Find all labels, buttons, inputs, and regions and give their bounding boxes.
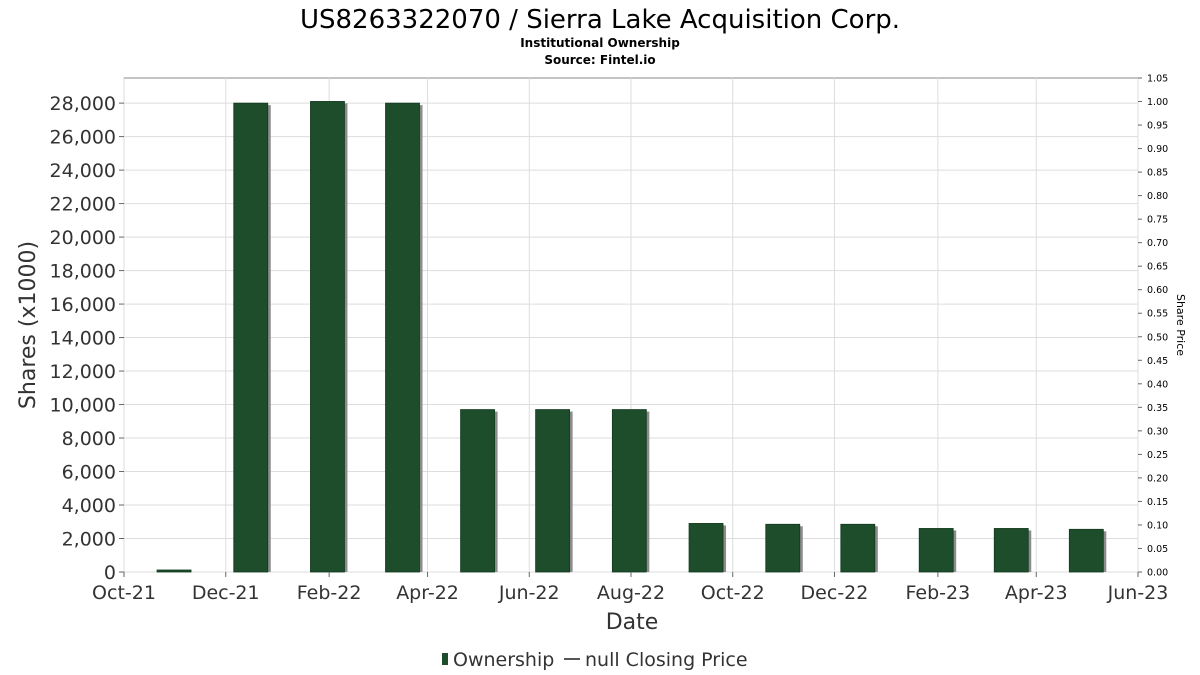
ownership-bar [156, 569, 192, 573]
chart-subtitle-ownership: Institutional Ownership [520, 36, 680, 50]
ownership-bars [156, 101, 1107, 573]
y-tick-label: 20,000 [50, 227, 116, 249]
legend: Ownership null Closing Price [442, 649, 748, 671]
grid-lines [123, 78, 1139, 573]
y-tick-label: 22,000 [50, 194, 116, 216]
y-tick-label: 24,000 [50, 160, 116, 182]
y-axis-right: 0.00 0.05 0.10 0.15 0.20 0.25 0.30 0.35 0.40 0.45… [1138, 74, 1168, 579]
y-tick-label: 28,000 [50, 93, 116, 115]
y2-tick-label: 0.30 [1147, 426, 1168, 437]
x-tick-label: Apr-22 [396, 582, 459, 604]
y-tick-label: 26,000 [50, 127, 116, 149]
y2-tick-label: 0.40 [1147, 379, 1168, 390]
ownership-bar [918, 528, 954, 573]
chart-title: US8263322070 / Sierra Lake Acquisition C… [300, 5, 900, 35]
y2-tick-label: 0.95 [1147, 121, 1168, 132]
y-tick-label: 12,000 [50, 361, 116, 383]
y2-tick-label: 1.05 [1147, 74, 1168, 85]
ownership-bar [1068, 528, 1104, 573]
y-tick-label: 6,000 [62, 462, 116, 484]
y-tick-label: 8,000 [62, 428, 116, 450]
y-axis-label: Shares (x1000) [16, 241, 41, 409]
x-tick-label: Jun-23 [1107, 582, 1169, 604]
x-tick-label: Aug-22 [597, 582, 665, 604]
y2-tick-label: 0.80 [1147, 191, 1168, 202]
ownership-bar [310, 101, 345, 573]
y-tick-label: 10,000 [50, 395, 116, 417]
y2-tick-label: 0.60 [1147, 285, 1168, 296]
y-axis-left: 0 2,000 4,000 6,000 8,000 10,000 12,000 14,000 1… [50, 93, 124, 584]
x-axis-label: Date [606, 610, 659, 635]
y2-tick-label: 0.15 [1147, 497, 1168, 508]
y2-tick-label: 0.00 [1147, 568, 1168, 579]
x-tick-label: Dec-21 [192, 582, 260, 604]
ownership-bar [840, 523, 876, 573]
x-tick-label: Jun-22 [498, 582, 560, 604]
y2-tick-label: 0.35 [1147, 403, 1168, 414]
x-tick-label: Apr-23 [1005, 582, 1068, 604]
x-tick-label: Oct-21 [92, 582, 156, 604]
y2-tick-label: 0.85 [1147, 168, 1168, 179]
y-tick-label: 18,000 [50, 261, 116, 283]
ownership-bar [385, 102, 420, 573]
y2-tick-label: 1.00 [1147, 97, 1168, 108]
y-tick-label: 4,000 [62, 495, 116, 517]
ownership-bar [233, 102, 269, 573]
ownership-bar [688, 523, 724, 573]
y2-tick-label: 0.75 [1147, 215, 1168, 226]
chart-subtitle-source: Source: Fintel.io [544, 53, 655, 67]
legend-ownership-label: Ownership [453, 649, 554, 671]
y-tick-label: 0 [104, 562, 116, 584]
y2-tick-label: 0.10 [1147, 520, 1168, 531]
ownership-bar [611, 409, 647, 573]
legend-ownership-swatch [442, 653, 448, 665]
ownership-bar [765, 523, 801, 573]
y2-tick-label: 0.65 [1147, 262, 1168, 273]
x-tick-label: Feb-23 [906, 582, 971, 604]
y2-axis-label: Share Price [1174, 294, 1187, 356]
x-axis: Oct-21 Dec-21 Feb-22 Apr-22 Jun-22 Aug-22 Oct-… [92, 572, 1168, 604]
y2-tick-label: 0.90 [1147, 144, 1168, 155]
y2-tick-label: 0.25 [1147, 450, 1168, 461]
y-tick-label: 16,000 [50, 294, 116, 316]
x-tick-label: Oct-22 [701, 582, 765, 604]
y-tick-label: 2,000 [62, 529, 116, 551]
y-tick-label: 14,000 [50, 328, 116, 350]
ownership-bar [993, 528, 1029, 573]
y2-tick-label: 0.70 [1147, 238, 1168, 249]
y2-tick-label: 0.20 [1147, 473, 1168, 484]
x-tick-label: Dec-22 [801, 582, 869, 604]
y2-tick-label: 0.55 [1147, 309, 1168, 320]
y2-tick-label: 0.50 [1147, 332, 1168, 343]
y2-tick-label: 0.45 [1147, 356, 1168, 367]
legend-closing-price-label: null Closing Price [585, 649, 748, 671]
ownership-bar [460, 409, 495, 573]
ownership-bar [535, 409, 571, 573]
x-tick-label: Feb-22 [297, 582, 362, 604]
y2-tick-label: 0.05 [1147, 544, 1168, 555]
